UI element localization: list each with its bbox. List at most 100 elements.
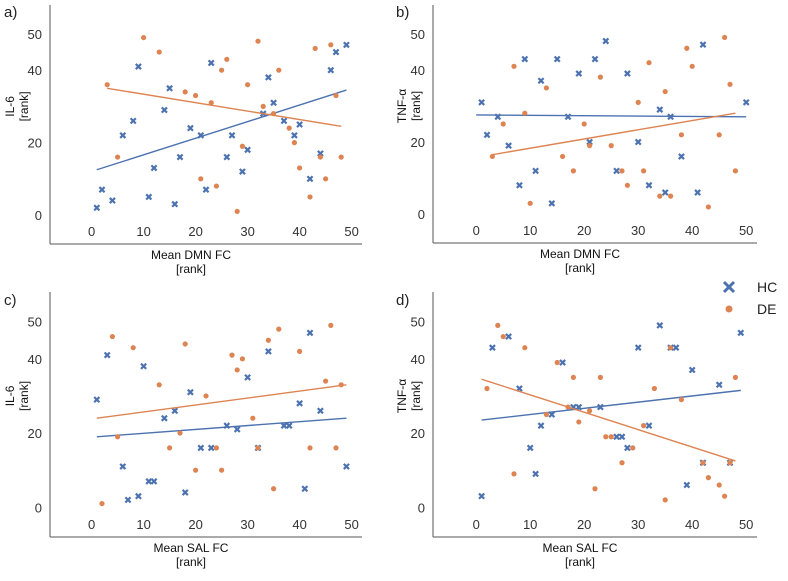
hc-point	[537, 77, 545, 85]
hc-point	[285, 422, 293, 430]
hc-point	[119, 463, 127, 470]
hc-point	[317, 407, 324, 415]
de-point	[657, 193, 663, 199]
x-tick-label: 30	[240, 224, 254, 239]
de-point	[104, 82, 110, 88]
de-point	[722, 34, 728, 41]
hc-point-stroke	[683, 481, 691, 489]
x-axis-label: Mean SAL FC	[154, 541, 229, 555]
hc-point	[150, 477, 158, 485]
hc-fit-line	[96, 89, 347, 171]
legend-de-label: DE	[757, 301, 776, 317]
hc-point-stroke	[521, 55, 529, 63]
hc-point-stroke	[285, 422, 293, 430]
hc-point-stroke	[532, 470, 539, 478]
hc-point-stroke	[343, 41, 350, 49]
hc-point-stroke	[537, 77, 545, 85]
y-tick-label: 0	[418, 207, 425, 222]
hc-point	[244, 374, 251, 381]
hc-point	[140, 362, 147, 370]
x-axis-unit-label: [rank]	[176, 262, 206, 276]
hc-point-stroke	[244, 374, 251, 381]
hc-point-stroke	[624, 70, 631, 77]
hc-point-stroke	[187, 388, 194, 396]
y-axis-unit-label: [rank]	[409, 91, 423, 121]
de-point	[587, 143, 593, 149]
hc-point-stroke	[93, 204, 101, 212]
hc-point	[207, 59, 215, 67]
de-point	[271, 486, 277, 492]
de-point	[489, 153, 495, 160]
hc-point-stroke	[223, 153, 231, 161]
hc-point-stroke	[489, 344, 496, 352]
de-point	[716, 132, 722, 138]
hc-point-stroke	[634, 138, 642, 146]
de-point	[297, 165, 303, 171]
hc-point-stroke	[161, 414, 168, 422]
y-tick-label: 40	[411, 352, 425, 367]
hc-point-stroke	[532, 167, 539, 175]
hc-point	[197, 444, 205, 452]
hc-point-stroke	[505, 333, 512, 340]
hc-point-stroke	[280, 422, 288, 430]
hc-point-stroke	[145, 477, 153, 485]
hc-point	[265, 74, 272, 81]
y-axis-unit-label: [rank]	[409, 381, 423, 411]
de-point	[312, 45, 318, 52]
de-point	[608, 143, 614, 149]
hc-point	[233, 425, 241, 433]
x-tick-label: 40	[685, 223, 699, 238]
hc-point	[119, 131, 127, 139]
hc-point-stroke	[602, 37, 610, 45]
hc-point	[715, 381, 723, 389]
hc-point	[332, 48, 340, 56]
hc-point-stroke	[239, 168, 246, 175]
hc-point	[187, 124, 194, 132]
legend-de-marker	[725, 305, 733, 313]
de-point	[156, 49, 162, 55]
hc-point	[98, 186, 106, 194]
hc-point	[280, 117, 288, 125]
hc-point-stroke	[140, 362, 147, 370]
de-point	[732, 168, 739, 174]
hc-point-stroke	[634, 344, 642, 352]
x-tick-label: 30	[631, 517, 645, 532]
x-tick-label: 10	[523, 517, 537, 532]
hc-point-stroke	[171, 407, 179, 415]
de-point	[130, 345, 136, 351]
x-tick-label: 0	[88, 517, 95, 532]
hc-point-stroke	[135, 492, 142, 500]
de-point	[328, 42, 334, 48]
de-point	[245, 82, 251, 88]
panel-letter: b)	[396, 4, 409, 21]
y-tick-label: 20	[28, 426, 42, 441]
hc-point-stroke	[624, 444, 631, 452]
hc-point	[699, 41, 707, 49]
de-point	[234, 367, 240, 373]
x-tick-label: 50	[344, 517, 358, 532]
de-point	[198, 176, 204, 182]
panel-letter: d)	[396, 292, 409, 309]
x-tick-label: 10	[136, 517, 150, 532]
x-tick-label: 20	[577, 223, 591, 238]
hc-point	[202, 186, 210, 194]
hc-point	[737, 329, 745, 337]
hc-point-stroke	[645, 181, 653, 189]
de-point	[570, 374, 577, 380]
x-tick-label: 0	[473, 223, 480, 238]
de-point	[219, 67, 225, 73]
hc-point	[161, 106, 168, 114]
hc-point	[505, 142, 512, 150]
de-point	[291, 140, 297, 146]
hc-point	[521, 55, 529, 63]
hc-point	[166, 84, 173, 92]
hc-point-stroke	[150, 477, 158, 485]
hc-point	[171, 407, 179, 415]
de-fit-line	[492, 112, 736, 156]
hc-point-stroke	[145, 193, 153, 201]
de-point	[705, 475, 712, 481]
legend: HC DE	[722, 279, 777, 317]
de-point	[333, 445, 339, 451]
hc-point	[207, 444, 215, 452]
